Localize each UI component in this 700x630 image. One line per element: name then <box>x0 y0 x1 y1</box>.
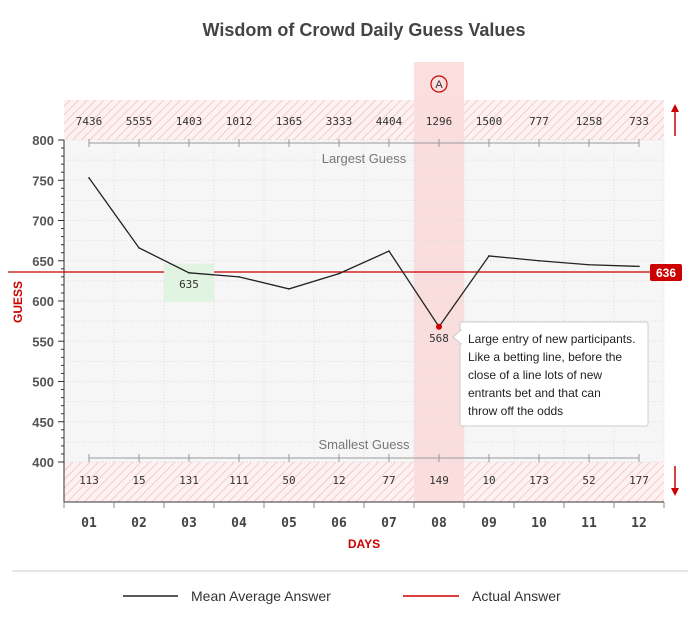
top-hatch-band <box>64 100 664 140</box>
x-axis: 01 02 03 04 05 06 07 08 09 10 11 12 <box>63 501 665 531</box>
grid-layer <box>63 139 665 463</box>
series-line-mean-average <box>88 177 640 328</box>
smallest-guess-value: 10 <box>482 474 495 487</box>
y-tick-label: 750 <box>32 173 54 188</box>
series-point <box>288 288 290 290</box>
x-tick-label: 07 <box>381 516 397 531</box>
y-axis-label: GUESS <box>11 281 25 323</box>
y-tick-label: 700 <box>32 214 54 229</box>
x-tick-label: 10 <box>531 516 547 531</box>
largest-guess-value: 3333 <box>326 115 353 128</box>
annotation-layer: 635 568 Large entry of new participants. Li… <box>179 278 649 427</box>
highlight-point <box>436 323 442 330</box>
smallest-guess-value: 77 <box>382 474 395 487</box>
x-tick-label: 04 <box>231 516 247 531</box>
x-tick-label: 11 <box>581 516 597 531</box>
largest-guess-value: 1258 <box>576 115 603 128</box>
annotation-text-line: throw off the odds <box>468 404 563 418</box>
smallest-guess-value: 131 <box>179 474 199 487</box>
actual-answer-badge <box>650 264 682 282</box>
bottom-hatch-band <box>64 462 664 502</box>
actual-answer-badge-label: 636 <box>656 266 676 280</box>
y-axis: 400 450 500 550 600 650 700 750 800 <box>32 133 65 502</box>
x-tick-label: 12 <box>631 516 647 531</box>
smallest-guess-value: 50 <box>282 474 295 487</box>
point-label: 568 <box>429 332 449 345</box>
x-tick-label: 02 <box>131 516 147 531</box>
series-point <box>538 259 540 262</box>
series-point <box>188 272 190 274</box>
series-layer <box>88 177 640 330</box>
series-point <box>138 247 140 249</box>
series-point <box>88 177 90 179</box>
largest-guess-value: 1365 <box>276 115 303 128</box>
y-tick-label: 450 <box>32 415 54 430</box>
series-point <box>588 263 590 266</box>
highlight-marker-label: A <box>435 79 443 91</box>
smallest-guess-label: Smallest Guess <box>318 437 410 452</box>
smallest-guess-value: 52 <box>582 474 595 487</box>
annotation-text-line: Like a betting line, before the <box>468 350 622 364</box>
smallest-guess-value: 12 <box>332 474 345 487</box>
series-point <box>388 250 390 252</box>
smallest-guess-value: 177 <box>629 474 649 487</box>
series-point <box>488 255 490 257</box>
y-tick-label: 600 <box>32 294 54 309</box>
x-tick-label: 08 <box>431 516 447 531</box>
highlight-band-day-08 <box>414 62 464 502</box>
largest-guess-value: 5555 <box>126 115 153 128</box>
y-tick-label: 400 <box>32 455 54 470</box>
y-tick-label: 550 <box>32 334 54 349</box>
annotation-text-line: Large entry of new participants. <box>468 332 635 346</box>
x-tick-label: 06 <box>331 516 347 531</box>
point-label: 635 <box>179 278 199 291</box>
x-tick-label: 09 <box>481 516 497 531</box>
x-tick-label: 03 <box>181 516 197 531</box>
chart-title: Wisdom of Crowd Daily Guess Values <box>203 20 526 40</box>
x-tick-label: 05 <box>281 516 297 531</box>
largest-guess-value: 4404 <box>376 115 403 128</box>
largest-guess-value: 777 <box>529 115 549 128</box>
y-tick-label: 650 <box>32 254 54 269</box>
largest-guess-value: 1012 <box>226 115 253 128</box>
smallest-guess-value: 149 <box>429 474 449 487</box>
series-point <box>338 272 340 275</box>
legend: Mean Average Answer Actual Answer <box>123 588 561 604</box>
smallest-guess-value: 111 <box>229 474 249 487</box>
largest-guess-value: 733 <box>629 115 649 128</box>
legend-label-mean-average: Mean Average Answer <box>191 588 331 604</box>
y-tick-label: 500 <box>32 375 54 390</box>
largest-guess-value: 1500 <box>476 115 503 128</box>
annotation-text-line: entrants bet and that can <box>468 386 601 400</box>
guess-bands: 7436 5555 1403 1012 1365 3333 4404 1296 1500 777 1… <box>76 75 679 496</box>
smallest-guess-value: 113 <box>79 474 99 487</box>
y-tick-label: 800 <box>32 133 54 148</box>
annotation-text-line: close of a line lots of new <box>468 368 602 382</box>
highlight-marker-circle <box>430 75 448 93</box>
legend-label-actual-answer: Actual Answer <box>472 588 561 604</box>
series-point <box>638 265 640 268</box>
point-label-box <box>164 263 214 302</box>
smallest-guess-value: 15 <box>132 474 145 487</box>
annotation-box <box>459 321 649 427</box>
arrow-up-head-icon <box>671 104 679 112</box>
largest-guess-value: 7436 <box>76 115 103 128</box>
largest-guess-label: Largest Guess <box>322 151 407 166</box>
x-tick-label: 01 <box>81 516 97 531</box>
x-axis-label: DAYS <box>348 537 380 551</box>
arrow-down-head-icon <box>671 488 679 496</box>
reference-line-layer: 636 <box>8 264 682 282</box>
largest-guess-value: 1296 <box>426 115 453 128</box>
series-point <box>238 276 240 278</box>
largest-guess-value: 1403 <box>176 115 203 128</box>
smallest-guess-value: 173 <box>529 474 549 487</box>
